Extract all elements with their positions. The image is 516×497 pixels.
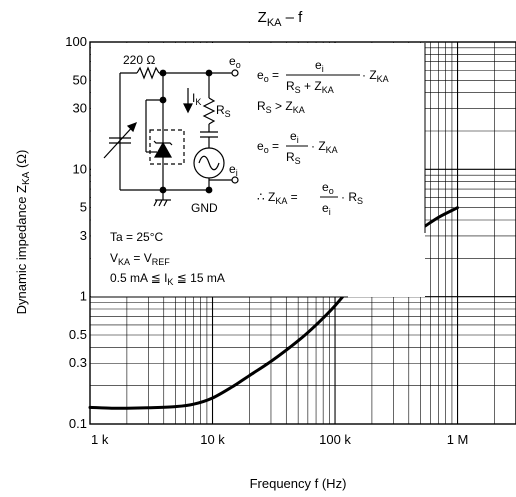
ground-hatch-2 <box>158 199 163 207</box>
formula-3-denominator: RS <box>286 150 301 166</box>
ac-source-wave <box>198 155 220 171</box>
formula-2: RS > ZKA <box>257 99 305 115</box>
node-4 <box>159 186 167 194</box>
chart-title: ZKA – f <box>258 9 304 29</box>
formula-3-lhs: eo = <box>257 139 279 155</box>
y-tick-label: 100 <box>65 34 87 49</box>
resistor-220-label: 220 Ω <box>123 53 155 67</box>
formula-4-numerator: eo <box>322 180 334 196</box>
formula-1-numerator: ei <box>315 58 324 74</box>
formula-4-denominator: ei <box>322 201 331 217</box>
y-tick-label: 30 <box>73 101 87 116</box>
plot-frame <box>89 41 516 425</box>
y-tick-label: 1 <box>80 289 87 304</box>
y-tick-label: 0.1 <box>69 416 87 431</box>
resistor-rs-symbol <box>202 97 216 125</box>
shunt-regulator-symbol <box>153 141 173 158</box>
y-tick-label: 50 <box>73 72 87 87</box>
formula-4-lhs: ∴ ZKA = <box>257 190 298 206</box>
x-tick-label: 1 M <box>447 432 469 447</box>
y-tick-label: 0.3 <box>69 355 87 370</box>
condition-vka: VKA = VREF <box>110 251 170 267</box>
formula-1-lhs: eo = <box>257 68 279 84</box>
inset-panel <box>91 43 425 297</box>
resistor-220-symbol <box>136 66 160 80</box>
formula-3-tail: · ZKA <box>311 139 338 155</box>
formulas: eo = ei RS + ZKA · ZKA RS > ZKA eo = ei … <box>257 58 389 217</box>
shunt-regulator-package <box>149 129 185 165</box>
node-1 <box>159 69 167 77</box>
input-terminal-ei <box>231 176 239 184</box>
y-tick-label: 0.5 <box>69 327 87 342</box>
node-5 <box>205 186 213 194</box>
ei-label: ei <box>229 162 238 178</box>
variable-arrow-head <box>126 121 138 133</box>
output-terminal-eo <box>231 69 239 77</box>
shunt-regulator-cathode-bar <box>153 140 173 146</box>
y-tick-label: 3 <box>80 228 87 243</box>
circuit-schematic <box>103 66 239 207</box>
condition-temperature: Ta = 25°C <box>110 230 163 244</box>
x-tick-label: 10 k <box>200 432 225 447</box>
y-tick-label: 10 <box>73 161 87 176</box>
gnd-label: GND <box>191 201 218 215</box>
rs-label: RS <box>216 103 231 119</box>
condition-ik-range: 0.5 mA ≦ IK ≦ 15 mA <box>110 271 225 287</box>
formula-1-denominator: RS + ZKA <box>286 79 334 95</box>
x-tick-label: 100 k <box>319 432 351 447</box>
circuit-nodes <box>159 69 213 194</box>
tick-labels: 1 k 10 k 100 k 1 M 0.1 0.3 0.5 1 3 5 10 30 50 100 <box>65 34 468 447</box>
node-3 <box>159 96 167 104</box>
ground-hatch-3 <box>163 199 168 207</box>
node-2 <box>205 69 213 77</box>
eo-label: eo <box>229 54 241 70</box>
y-tick-label: 5 <box>80 200 87 215</box>
ground-hatch-1 <box>153 199 158 207</box>
current-arrow-head <box>183 103 193 114</box>
formula-1-tail: · ZKA <box>362 68 389 84</box>
x-axis-label: Frequency f (Hz) <box>250 476 347 491</box>
formula-3-numerator: ei <box>290 129 299 145</box>
y-axis-label: Dynamic impedance ZKA (Ω) <box>14 150 32 315</box>
x-tick-label: 1 k <box>91 432 109 447</box>
ik-label: IK <box>192 91 201 107</box>
formula-4-tail: · RS <box>341 190 363 206</box>
